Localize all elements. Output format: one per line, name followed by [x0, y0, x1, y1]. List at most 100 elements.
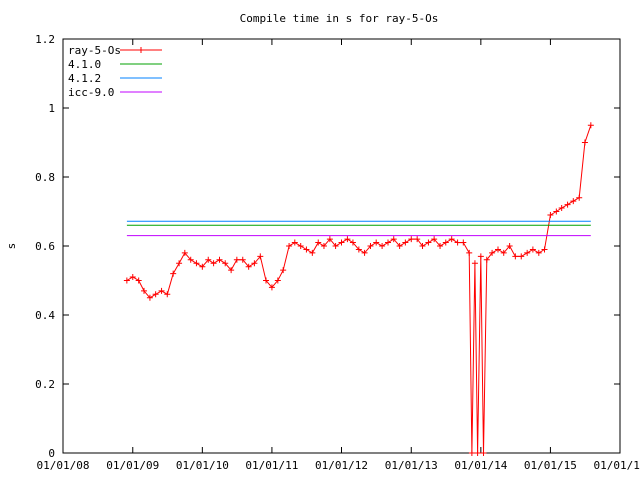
data-point [379, 243, 386, 249]
data-point [361, 249, 368, 256]
data-point [564, 201, 571, 208]
data-point [239, 256, 246, 263]
data-point [274, 277, 281, 284]
data-point [570, 198, 577, 205]
data-point [437, 243, 444, 249]
data-point [123, 277, 130, 284]
data-point [390, 236, 397, 243]
data-point [500, 249, 507, 256]
data-point [474, 450, 481, 456]
data-point [448, 236, 455, 243]
x-axis: 01/01/08 01/01/09 01/01/10 01/01/11 01/01/12… [37, 39, 640, 472]
chart-title: Compile time in s for ray-5-Os [240, 12, 439, 25]
data-point [233, 256, 240, 263]
data-point [344, 236, 351, 243]
data-point [495, 246, 502, 253]
data-point [547, 211, 554, 218]
data-point [349, 239, 356, 246]
data-point [176, 260, 183, 267]
data-point [164, 291, 171, 298]
data-point [576, 194, 583, 201]
y-tick-label: 0.6 [35, 240, 55, 253]
data-point [141, 287, 148, 294]
data-point [460, 239, 467, 246]
data-point [553, 208, 560, 215]
legend-label: 4.1.0 [68, 58, 101, 71]
y-tick-label: 1.2 [35, 33, 55, 46]
data-point [506, 243, 513, 249]
series-line [126, 125, 592, 454]
data-point [170, 270, 177, 277]
data-point [152, 291, 159, 298]
data-point [466, 249, 473, 256]
data-point [135, 277, 142, 284]
data-point [581, 139, 588, 146]
data-point [541, 246, 548, 253]
data-point [529, 246, 536, 253]
data-point [431, 236, 438, 243]
x-tick-label: 01/01/13 [385, 459, 438, 472]
data-point [385, 239, 392, 246]
data-point [483, 256, 490, 263]
data-point [558, 205, 565, 212]
y-axis-label: s [5, 243, 18, 250]
data-point [373, 239, 380, 246]
y-tick-label: 0.2 [35, 378, 55, 391]
data-point [477, 253, 484, 260]
data-point [228, 267, 235, 274]
y-tick-label: 1 [48, 102, 55, 115]
data-point [286, 243, 293, 249]
data-point [315, 239, 322, 246]
data-point [257, 253, 264, 260]
data-point [129, 274, 136, 281]
x-tick-label: 01/01/16 [594, 459, 640, 472]
data-point [187, 256, 194, 263]
y-tick-label: 0.4 [35, 309, 55, 322]
x-tick-label: 01/01/14 [454, 459, 507, 472]
data-point [181, 249, 188, 256]
x-tick-label: 01/01/09 [106, 459, 159, 472]
data-point [303, 246, 310, 253]
data-point [251, 260, 258, 267]
data-point [414, 236, 421, 243]
data-point [355, 246, 362, 253]
data-point [454, 239, 461, 246]
data-point [158, 287, 165, 294]
data-point [210, 260, 217, 267]
data-point [367, 243, 374, 249]
legend-label: 4.1.2 [68, 72, 101, 85]
x-tick-label: 01/01/08 [37, 459, 90, 472]
data-point [419, 243, 426, 249]
legend-label: icc-9.0 [68, 86, 114, 99]
data-point [205, 256, 212, 263]
data-point [489, 249, 496, 256]
data-point [587, 122, 594, 129]
data-point [468, 450, 475, 456]
data-point [280, 267, 287, 274]
x-tick-label: 01/01/10 [176, 459, 229, 472]
series-ray-5-os [123, 122, 594, 456]
data-point [222, 260, 229, 267]
plot-frame [62, 38, 621, 454]
data-point [338, 239, 345, 246]
data-point [291, 239, 298, 246]
data-point [216, 256, 223, 263]
data-point [146, 294, 153, 301]
data-point [396, 243, 403, 249]
data-point [268, 284, 275, 291]
data-point [332, 243, 339, 249]
data-point [442, 239, 449, 246]
legend-label: ray-5-Os [68, 44, 121, 57]
data-point [471, 260, 478, 267]
data-point [535, 249, 542, 256]
data-point [326, 236, 333, 243]
legend-marker [138, 47, 144, 53]
data-point [320, 243, 327, 249]
data-point [480, 450, 487, 456]
data-point [245, 263, 252, 270]
y-tick-label: 0 [48, 447, 55, 460]
data-point [408, 236, 415, 243]
data-point [512, 253, 519, 260]
